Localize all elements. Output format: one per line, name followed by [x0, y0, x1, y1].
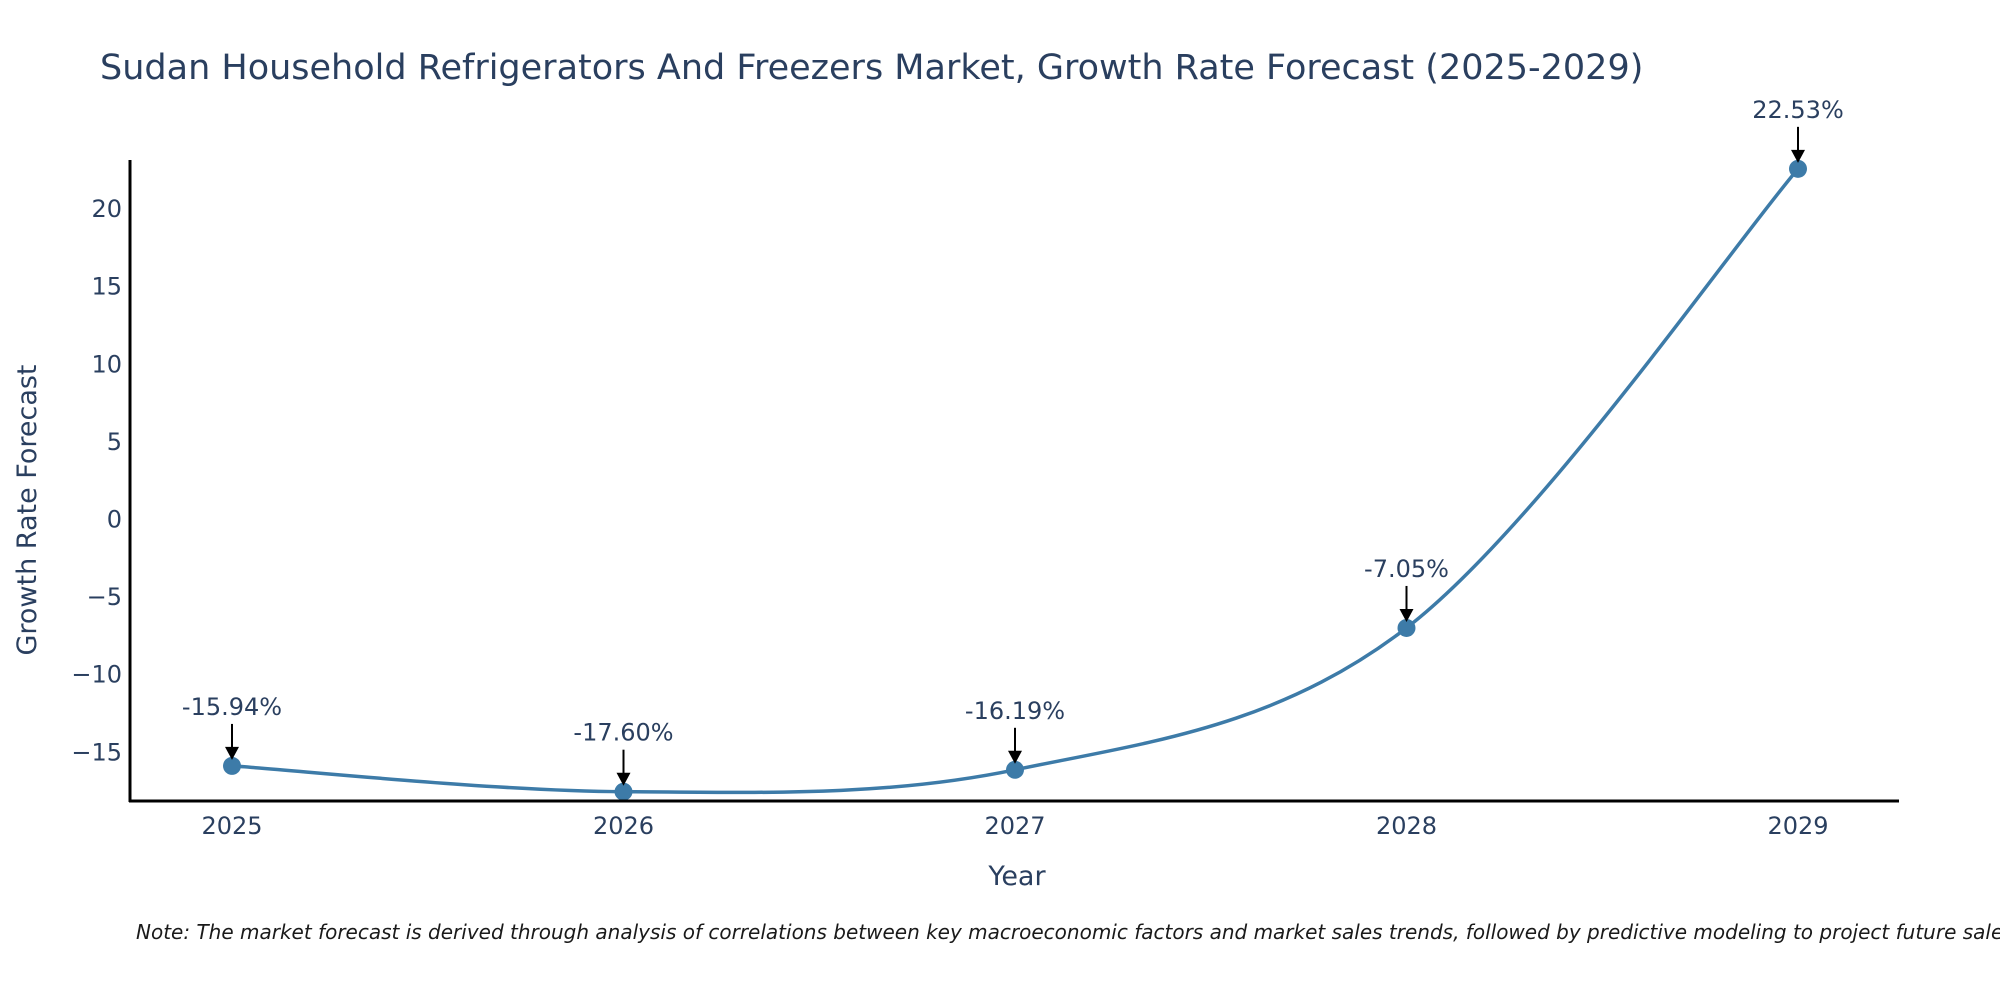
- data-point: [1789, 159, 1807, 178]
- y-tick-label: 10: [91, 350, 122, 378]
- y-tick-label: 20: [91, 195, 122, 223]
- annotation-arrowhead: [1008, 750, 1022, 764]
- data-point: [1006, 760, 1024, 779]
- x-axis-label: Year: [987, 861, 1046, 892]
- data-label: 22.53%: [1752, 96, 1844, 163]
- x-tick-label: 2027: [984, 812, 1045, 840]
- y-axis-label: Growth Rate Forecast: [12, 364, 43, 655]
- y-tick-label: −5: [87, 583, 122, 611]
- series-markers: [223, 159, 1807, 801]
- series-line: [231, 167, 1800, 795]
- x-tick-label: 2026: [593, 812, 654, 840]
- x-axis-ticks: 2025 2026 2027 2028 2029: [201, 812, 1828, 840]
- annotation-arrowhead: [1791, 149, 1805, 163]
- data-label-text: -17.60%: [573, 719, 673, 747]
- data-label: -7.05%: [1364, 555, 1449, 622]
- data-point: [1397, 618, 1416, 637]
- data-label-text: 22.53%: [1752, 96, 1844, 124]
- data-point: [614, 782, 633, 801]
- data-point: [223, 756, 241, 775]
- y-tick-label: −10: [71, 661, 122, 689]
- x-tick-label: 2029: [1767, 812, 1828, 840]
- x-tick-label: 2028: [1376, 812, 1437, 840]
- annotation-arrowhead: [1399, 608, 1414, 622]
- y-axis-ticks: −15 −10 −5 0 5 10 15 20: [71, 195, 122, 766]
- data-label: -17.60%: [573, 719, 674, 786]
- data-label-text: -15.94%: [182, 693, 282, 721]
- data-label-text: -7.05%: [1364, 555, 1449, 583]
- y-tick-label: −15: [71, 738, 122, 766]
- data-label-annotations: -15.94% -17.60% -16.19% -7.05% 22.53%: [182, 96, 1844, 786]
- data-label-text: -16.19%: [965, 697, 1065, 725]
- annotation-arrowhead: [616, 772, 631, 786]
- x-tick-label: 2025: [201, 812, 262, 840]
- annotation-arrowhead: [225, 746, 239, 760]
- y-tick-label: 15: [91, 273, 122, 301]
- data-label: -15.94%: [182, 693, 282, 760]
- y-tick-label: 5: [107, 428, 122, 456]
- data-label: -16.19%: [965, 697, 1065, 764]
- y-tick-label: 0: [107, 506, 122, 534]
- footnote: Note: The market forecast is derived thr…: [136, 920, 2000, 944]
- chart-title: Sudan Household Refrigerators And Freeze…: [100, 48, 1643, 88]
